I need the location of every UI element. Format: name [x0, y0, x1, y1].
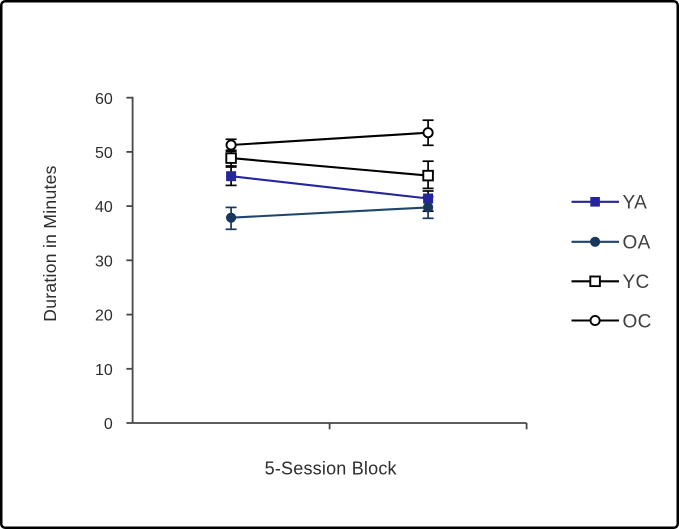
svg-text:YA: YA [623, 193, 648, 214]
svg-text:50: 50 [95, 145, 113, 162]
svg-text:OA: OA [623, 233, 651, 254]
svg-text:0: 0 [104, 416, 113, 433]
svg-text:5-Session Block: 5-Session Block [265, 459, 398, 479]
svg-text:30: 30 [95, 253, 113, 270]
svg-text:10: 10 [95, 362, 113, 379]
svg-text:OC: OC [623, 311, 652, 332]
svg-text:40: 40 [95, 199, 113, 216]
svg-text:YC: YC [623, 272, 650, 293]
svg-text:Duration in Minutes: Duration in Minutes [40, 165, 60, 321]
svg-text:60: 60 [95, 91, 113, 108]
svg-text:20: 20 [95, 308, 113, 325]
